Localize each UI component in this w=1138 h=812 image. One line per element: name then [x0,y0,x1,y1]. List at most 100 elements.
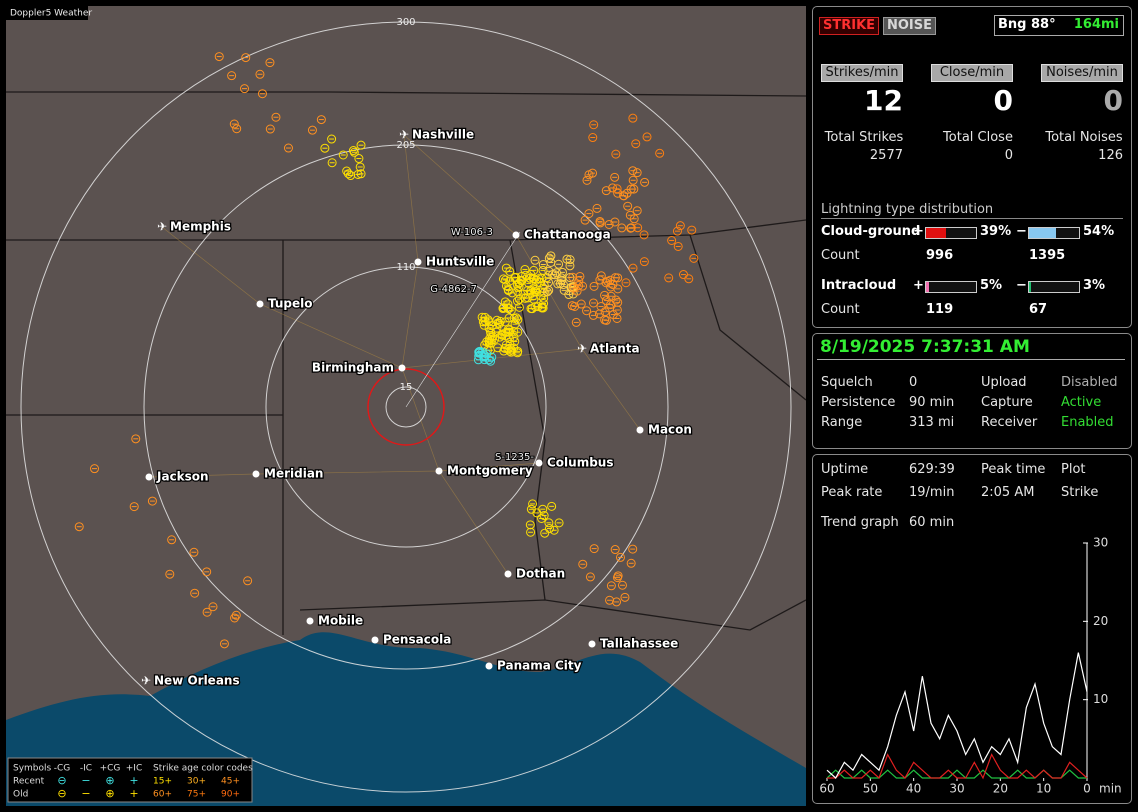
strike-symbol [578,281,588,291]
strike-symbol [505,340,515,350]
strike-symbol [477,312,487,322]
trend-label: Trend graph [821,515,899,531]
total-value: 126 [1098,148,1123,164]
state-borders [6,91,806,635]
strike-symbol [613,273,623,283]
strike-symbol [485,334,495,344]
strike-symbol [544,524,554,534]
setting-cell: 313 mi [909,415,955,431]
city-label: Memphis [170,220,231,234]
legend-age: 30+ [187,777,206,787]
panel-box [812,6,1132,328]
strike-symbol [569,283,579,293]
strike-symbol [628,175,638,185]
strike-symbol [555,278,565,288]
city-dot [636,426,644,434]
strike-symbol [571,317,581,327]
airport-icon: ✈ [577,342,587,356]
stat-cell: Uptime [821,462,869,478]
window-title: Doppler5 Weather [10,9,92,19]
strike-symbol [601,278,611,288]
station-label: S-1235- [495,452,534,463]
strike-symbol [505,276,515,286]
strike-symbol [504,313,514,323]
legend-symbol-name: +IC [126,764,142,774]
mode-button[interactable]: NOISE [883,17,937,35]
strike-symbol [615,552,625,562]
city-label: Birmingham [312,361,394,375]
trend-line [827,753,1088,780]
stat-cell: 2:05 AM [981,485,1035,501]
city-dot [398,364,406,372]
strike-symbol [672,226,682,236]
count-label: Count [821,302,860,318]
strike-symbol [356,169,366,179]
strike-symbol [537,513,547,523]
strike-symbol [513,327,523,337]
strike-symbol [673,241,683,251]
strike-symbol [520,264,530,274]
legend-age: 45+ [221,777,240,787]
rate-value: 12 [864,84,903,118]
stat-cell: Strike [1061,485,1099,501]
strike-symbol [589,120,599,130]
strike-symbol [604,219,614,229]
legend-box [7,757,253,803]
city-label: Meridian [264,467,323,481]
airport-icon: ✈ [399,128,409,142]
legend-age: 15+ [153,777,172,787]
x-tick-label: 20 [993,782,1008,796]
mode-button[interactable]: STRIKE [819,17,880,35]
strike-symbol [514,282,524,292]
strike-symbol [348,146,358,156]
city-label: Columbus [547,456,614,470]
strike-symbol [500,297,510,307]
strike-symbol [525,520,535,530]
strike-symbol [255,69,265,79]
strike-symbol [483,315,493,325]
x-tick-label: 40 [906,782,921,796]
stat-cell: Peak time [981,462,1046,478]
strike-symbol [544,518,554,528]
percent-label: 39% [980,224,1012,240]
y-tick-label: 10 [1093,692,1108,706]
airport-icon: ✈ [141,674,151,688]
strike-symbol [582,306,592,316]
strike-symbol [631,139,641,149]
range-label: 300 [396,17,415,28]
strike-symbol [265,124,275,134]
strike-symbol [512,313,522,323]
strike-symbol [542,273,552,283]
strike-symbol [628,544,638,554]
strike-symbol [533,302,543,312]
strike-symbol [639,257,649,267]
strike-symbol [626,223,636,233]
legend-mark: ⊖ [57,774,66,787]
stat-cell: 629:39 [909,462,955,478]
station-label: W-106-3 [451,227,493,238]
percent-label: 3% [1083,278,1106,294]
city-label: Montgomery [447,464,533,478]
strike-symbol [629,214,639,224]
strike-symbol [343,169,353,179]
trend-line [826,652,1088,779]
strike-symbol [548,269,558,279]
strike-symbol [202,567,212,577]
strike-symbol [208,602,218,612]
strike-symbol [601,296,611,306]
legend-row-label: Old [13,790,28,800]
strike-symbol [537,303,547,313]
city-label: Macon [648,423,692,437]
city-dot [256,300,264,308]
x-tick-label: 60 [819,782,834,796]
legend-symbol-name: -IC [80,764,92,774]
setting-cell: Range [821,415,863,431]
strike-symbol [526,304,536,314]
strike-symbol [576,299,586,309]
strike-symbol [503,303,513,313]
strike-symbol [678,270,688,280]
strike-symbol [610,172,620,182]
strike-symbol [243,576,253,586]
sign: − [1016,224,1027,240]
